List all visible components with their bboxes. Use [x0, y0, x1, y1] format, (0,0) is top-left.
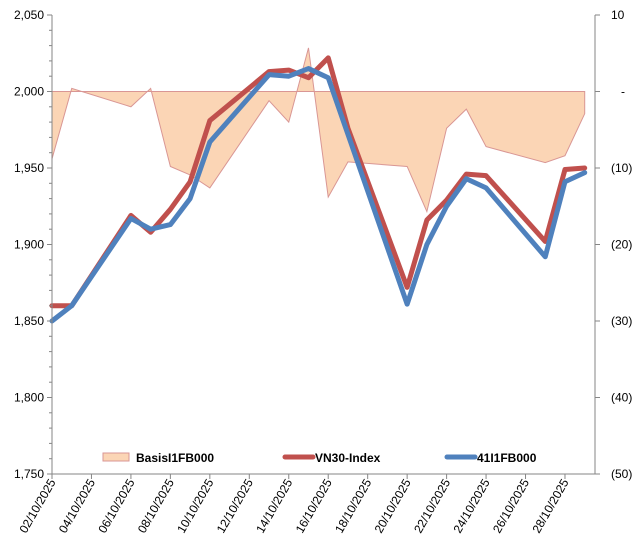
left-tick-label: 1,900 — [14, 238, 44, 252]
x-tick-label: 24/10/2025 — [451, 476, 493, 535]
right-tick-label: 10 — [611, 8, 625, 22]
x-tick-label: 08/10/2025 — [135, 476, 177, 535]
legend: BasisI1FB000 VN30-Index 41I1FB000 — [103, 451, 537, 465]
left-tick-label: 1,750 — [14, 467, 44, 481]
right-tick-label: (30) — [611, 314, 632, 328]
x-tick-label: 26/10/2025 — [490, 476, 532, 535]
right-tick-label: (20) — [611, 238, 632, 252]
legend-label: BasisI1FB000 — [136, 451, 214, 465]
right-tick-label: - — [621, 85, 625, 99]
x-tick-label: 20/10/2025 — [372, 476, 414, 535]
right-tick-label: (50) — [611, 467, 632, 481]
right-tick-label: (40) — [611, 391, 632, 405]
x-tick-label: 04/10/2025 — [56, 476, 98, 535]
x-tick-label: 28/10/2025 — [529, 476, 571, 535]
x-tick-label: 14/10/2025 — [253, 476, 295, 535]
x-tick-label: 06/10/2025 — [95, 476, 137, 535]
legend-swatch-area — [103, 453, 129, 461]
right-tick-label: (10) — [611, 161, 632, 175]
left-tick-label: 1,850 — [14, 314, 44, 328]
left-tick-label: 2,000 — [14, 85, 44, 99]
left-tick-label: 1,950 — [14, 161, 44, 175]
x-tick-label: 02/10/2025 — [16, 476, 58, 535]
x-tick-label: 12/10/2025 — [214, 476, 256, 535]
legend-label: VN30-Index — [315, 451, 381, 465]
x-tick-label: 18/10/2025 — [332, 476, 374, 535]
legend-label: 41I1FB000 — [477, 451, 537, 465]
x-tick-label: 10/10/2025 — [174, 476, 216, 535]
left-tick-label: 2,050 — [14, 8, 44, 22]
x-tick-label: 16/10/2025 — [293, 476, 335, 535]
left-tick-label: 1,800 — [14, 391, 44, 405]
x-tick-label: 22/10/2025 — [411, 476, 453, 535]
